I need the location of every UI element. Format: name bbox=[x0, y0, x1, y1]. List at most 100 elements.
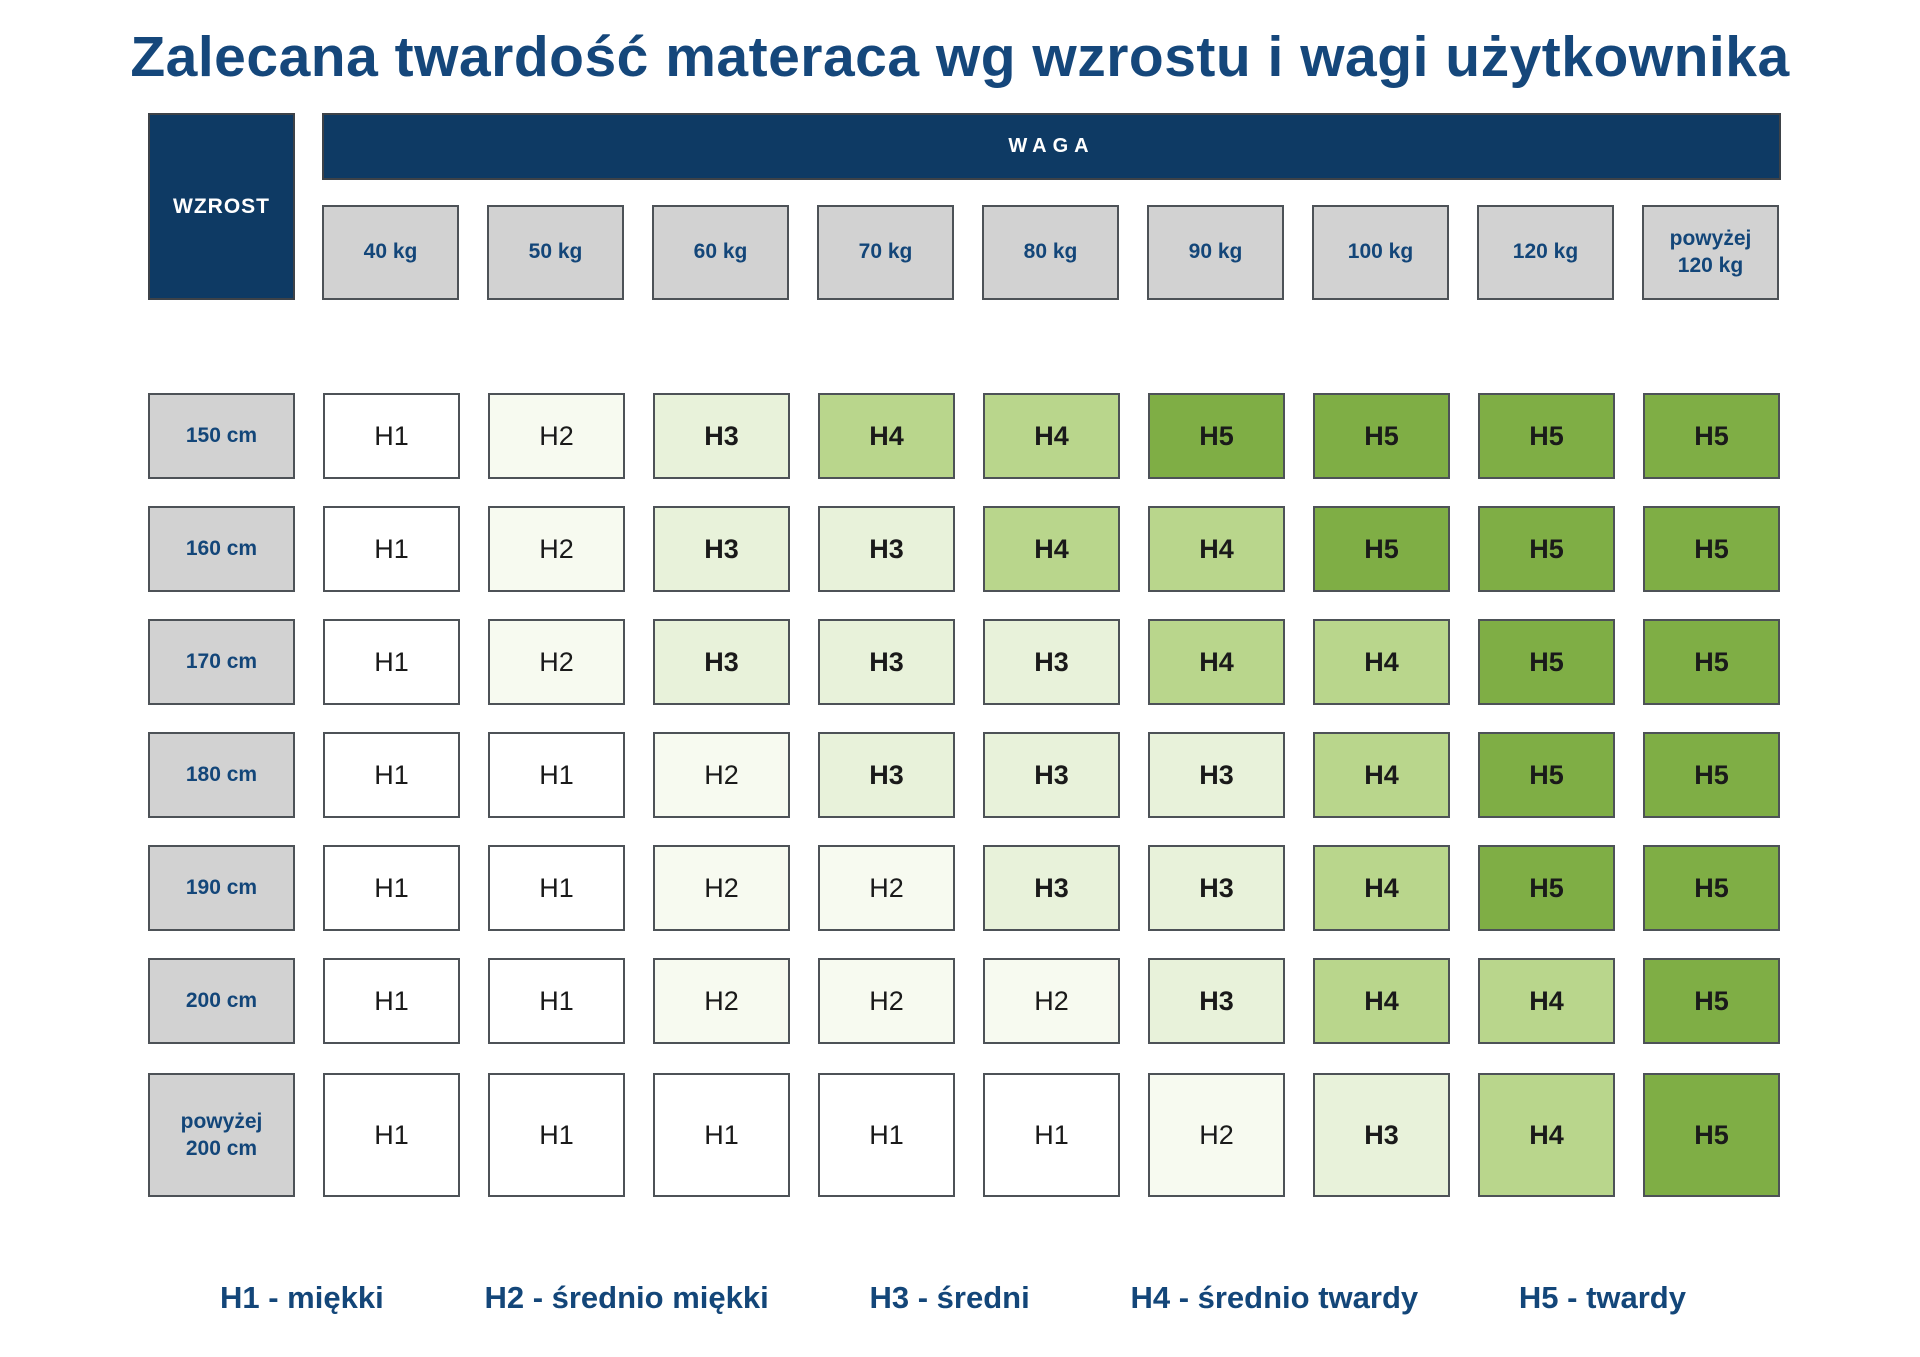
firmness-cell: H5 bbox=[1643, 506, 1780, 592]
weight-header-bar: WAGA bbox=[322, 113, 1781, 180]
firmness-cell: H2 bbox=[653, 958, 790, 1044]
firmness-cell: H3 bbox=[983, 732, 1120, 818]
firmness-cell: H3 bbox=[1313, 1073, 1450, 1197]
height-row-header: 180 cm bbox=[148, 732, 295, 818]
table-row: 170 cm H1 H2 H3 H3 H3 H4 H4 H5 H5 bbox=[148, 619, 1780, 705]
legend: H1 - miękki H2 - średnio miękki H3 - średn… bbox=[220, 1280, 1686, 1316]
firmness-cell: H4 bbox=[983, 506, 1120, 592]
firmness-cell: H3 bbox=[1148, 845, 1285, 931]
firmness-cell: H2 bbox=[488, 619, 625, 705]
firmness-cell: H4 bbox=[1148, 506, 1285, 592]
firmness-cell: H4 bbox=[1313, 958, 1450, 1044]
firmness-cell: H4 bbox=[1313, 732, 1450, 818]
firmness-cell: H5 bbox=[1148, 393, 1285, 479]
firmness-cell: H3 bbox=[653, 619, 790, 705]
firmness-cell: H1 bbox=[488, 845, 625, 931]
firmness-cell: H1 bbox=[488, 732, 625, 818]
legend-item: H4 - średnio twardy bbox=[1130, 1280, 1419, 1315]
firmness-cell: H1 bbox=[323, 506, 460, 592]
page-title: Zalecana twardość materaca wg wzrostu i … bbox=[130, 25, 1790, 89]
height-row-header: powyżej 200 cm bbox=[148, 1073, 295, 1197]
firmness-cell: H2 bbox=[488, 393, 625, 479]
firmness-cell: H1 bbox=[323, 958, 460, 1044]
weight-header-label: WAGA bbox=[1008, 135, 1095, 157]
height-row-header: 160 cm bbox=[148, 506, 295, 592]
firmness-cell: H2 bbox=[983, 958, 1120, 1044]
firmness-cell: H3 bbox=[818, 619, 955, 705]
table-row: 180 cm H1 H1 H2 H3 H3 H3 H4 H5 H5 bbox=[148, 732, 1780, 818]
firmness-cell: H3 bbox=[653, 393, 790, 479]
weight-column-headers: 40 kg 50 kg 60 kg 70 kg 80 kg 90 kg 100 kg 120 … bbox=[322, 205, 1779, 300]
height-row-header: 170 cm bbox=[148, 619, 295, 705]
firmness-cell: H2 bbox=[488, 506, 625, 592]
table-row: 150 cm H1 H2 H3 H4 H4 H5 H5 H5 H5 bbox=[148, 393, 1780, 479]
firmness-cell: H5 bbox=[1478, 619, 1615, 705]
firmness-cell: H2 bbox=[653, 732, 790, 818]
firmness-cell: H1 bbox=[488, 958, 625, 1044]
firmness-cell: H3 bbox=[1148, 732, 1285, 818]
legend-item: H3 - średni bbox=[869, 1280, 1030, 1315]
firmness-cell: H1 bbox=[653, 1073, 790, 1197]
firmness-cell: H1 bbox=[488, 1073, 625, 1197]
firmness-cell: H2 bbox=[818, 958, 955, 1044]
firmness-cell: H5 bbox=[1478, 506, 1615, 592]
height-row-header: 200 cm bbox=[148, 958, 295, 1044]
firmness-cell: H3 bbox=[818, 506, 955, 592]
legend-item: H2 - średnio miękki bbox=[484, 1280, 769, 1315]
firmness-cell: H3 bbox=[983, 619, 1120, 705]
firmness-cell: H5 bbox=[1478, 393, 1615, 479]
firmness-cell: H1 bbox=[323, 732, 460, 818]
legend-item: H1 - miękki bbox=[220, 1280, 384, 1315]
firmness-cell: H5 bbox=[1643, 732, 1780, 818]
firmness-cell: H5 bbox=[1478, 732, 1615, 818]
firmness-cell: H1 bbox=[323, 393, 460, 479]
firmness-cell: H5 bbox=[1643, 1073, 1780, 1197]
firmness-cell: H5 bbox=[1643, 845, 1780, 931]
legend-item: H5 - twardy bbox=[1518, 1280, 1686, 1315]
weight-header-cell: 60 kg bbox=[652, 205, 789, 300]
firmness-cell: H5 bbox=[1643, 393, 1780, 479]
firmness-cell: H4 bbox=[1148, 619, 1285, 705]
firmness-cell: H4 bbox=[1313, 845, 1450, 931]
table-row: 190 cm H1 H1 H2 H2 H3 H3 H4 H5 H5 bbox=[148, 845, 1780, 931]
firmness-cell: H1 bbox=[818, 1073, 955, 1197]
firmness-cell: H3 bbox=[818, 732, 955, 818]
firmness-cell: H4 bbox=[1313, 619, 1450, 705]
weight-header-cell: 80 kg bbox=[982, 205, 1119, 300]
weight-header-cell: powyżej 120 kg bbox=[1642, 205, 1779, 300]
firmness-cell: H2 bbox=[653, 845, 790, 931]
firmness-cell: H1 bbox=[323, 845, 460, 931]
weight-header-cell: 40 kg bbox=[322, 205, 459, 300]
firmness-cell: H5 bbox=[1313, 506, 1450, 592]
firmness-cell: H4 bbox=[1478, 958, 1615, 1044]
firmness-cell: H3 bbox=[653, 506, 790, 592]
weight-header-cell: 50 kg bbox=[487, 205, 624, 300]
weight-header-cell: 120 kg bbox=[1477, 205, 1614, 300]
firmness-cell: H4 bbox=[1478, 1073, 1615, 1197]
weight-header-cell: 90 kg bbox=[1147, 205, 1284, 300]
firmness-cell: H5 bbox=[1643, 619, 1780, 705]
weight-header-cell: 70 kg bbox=[817, 205, 954, 300]
table-row: powyżej 200 cm H1 H1 H1 H1 H1 H2 H3 H4 H5 bbox=[148, 1073, 1780, 1197]
firmness-cell: H3 bbox=[983, 845, 1120, 931]
firmness-cell: H1 bbox=[323, 619, 460, 705]
firmness-cell: H4 bbox=[983, 393, 1120, 479]
table-row: 200 cm H1 H1 H2 H2 H2 H3 H4 H4 H5 bbox=[148, 958, 1780, 1044]
firmness-cell: H5 bbox=[1478, 845, 1615, 931]
weight-header-cell: 100 kg bbox=[1312, 205, 1449, 300]
height-row-header: 150 cm bbox=[148, 393, 295, 479]
firmness-cell: H2 bbox=[1148, 1073, 1285, 1197]
table-body: 150 cm H1 H2 H3 H4 H4 H5 H5 H5 H5 160 cm H1 H2 H3 H3 H4… bbox=[148, 393, 1780, 1197]
table-row: 160 cm H1 H2 H3 H3 H4 H4 H5 H5 H5 bbox=[148, 506, 1780, 592]
height-row-header: 190 cm bbox=[148, 845, 295, 931]
firmness-cell: H1 bbox=[983, 1073, 1120, 1197]
height-header-label: WZROST bbox=[173, 194, 270, 218]
firmness-cell: H1 bbox=[323, 1073, 460, 1197]
firmness-cell: H3 bbox=[1148, 958, 1285, 1044]
firmness-cell: H4 bbox=[818, 393, 955, 479]
height-header-cell: WZROST bbox=[148, 113, 295, 300]
firmness-cell: H5 bbox=[1313, 393, 1450, 479]
firmness-cell: H2 bbox=[818, 845, 955, 931]
firmness-cell: H5 bbox=[1643, 958, 1780, 1044]
